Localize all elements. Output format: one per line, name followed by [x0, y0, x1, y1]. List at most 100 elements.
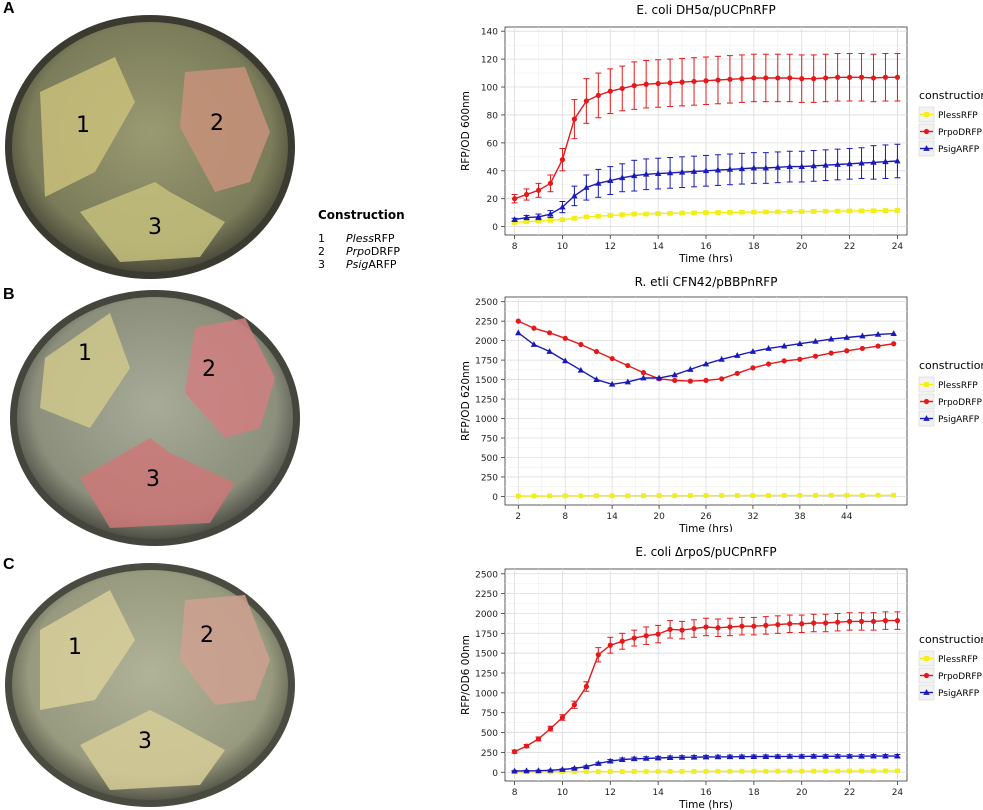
point-prpodrfp — [691, 78, 697, 85]
point-plessrfp — [715, 210, 721, 215]
point-prpodrfp — [846, 618, 853, 625]
point-psigarfp — [894, 157, 901, 164]
point-plessrfp — [631, 211, 637, 217]
point-psigarfp — [571, 764, 578, 771]
point-plessrfp — [524, 219, 529, 225]
point-prpodrfp — [655, 631, 661, 637]
point-prpodrfp — [812, 353, 819, 359]
x-tick-label: 10 — [557, 788, 569, 798]
point-psigarfp — [595, 179, 602, 186]
point-prpodrfp — [739, 623, 745, 629]
point-prpodrfp — [751, 623, 757, 629]
point-prpodrfp — [515, 318, 521, 324]
y-tick-label: 1750 — [475, 630, 498, 640]
point-plessrfp — [727, 209, 733, 215]
point-psigarfp — [559, 766, 566, 772]
point-psigarfp — [619, 756, 626, 762]
x-tick-label: 14 — [652, 242, 664, 252]
point-plessrfp — [547, 493, 552, 499]
construction-promoter: Prpo — [346, 245, 371, 258]
point-plessrfp — [641, 493, 646, 499]
point-psigarfp — [858, 159, 865, 166]
point-prpodrfp — [811, 620, 817, 626]
point-psigarfp — [762, 164, 770, 171]
point-plessrfp — [750, 493, 756, 498]
y-tick-label: 60 — [487, 139, 499, 149]
point-plessrfp — [703, 768, 709, 774]
point-plessrfp — [691, 768, 697, 774]
x-axis-label: Time (hrs) — [678, 523, 733, 532]
x-axis-label: Time (hrs) — [678, 253, 733, 262]
point-psigarfp — [511, 767, 518, 774]
point-prpodrfp — [583, 98, 589, 104]
x-tick-label: 20 — [796, 788, 808, 798]
point-prpodrfp — [715, 625, 721, 631]
x-tick-label: 44 — [841, 512, 853, 522]
point-prpodrfp — [559, 714, 566, 721]
point-psigarfp — [654, 170, 662, 176]
point-psigarfp — [671, 371, 678, 378]
y-tick-label: 0 — [492, 769, 498, 779]
construction-row-3: 3 PsigARFP — [318, 258, 405, 271]
point-psigarfp — [571, 192, 578, 199]
y-tick-label: 250 — [481, 473, 498, 483]
point-psigarfp — [890, 330, 897, 337]
point-psigarfp — [781, 342, 788, 349]
point-psigarfp — [798, 163, 805, 169]
point-psigarfp — [666, 169, 674, 176]
y-tick-label: 500 — [481, 729, 498, 739]
legend-label-psigarfp: PsigARFP — [938, 689, 980, 699]
point-psigarfp — [774, 753, 781, 759]
point-prpodrfp — [631, 635, 637, 641]
point-psigarfp — [774, 163, 781, 170]
point-prpodrfp — [787, 621, 793, 627]
point-prpodrfp — [619, 85, 625, 92]
point-psigarfp — [726, 165, 734, 172]
point-psigarfp — [655, 374, 663, 381]
point-prpodrfp — [763, 75, 769, 81]
point-prpodrfp — [562, 335, 568, 341]
point-psigarfp — [624, 378, 631, 385]
point-prpodrfp — [535, 736, 542, 742]
x-tick-label: 2 — [515, 512, 521, 522]
point-psigarfp — [535, 767, 542, 774]
point-plessrfp — [703, 210, 709, 216]
legend-key-marker-plessrfp — [924, 112, 929, 117]
point-psigarfp — [546, 348, 553, 354]
point-plessrfp — [799, 209, 805, 214]
point-prpodrfp — [691, 625, 697, 632]
point-plessrfp — [631, 769, 637, 774]
construction-suffix: ARFP — [368, 258, 397, 271]
point-psigarfp — [810, 162, 817, 169]
point-prpodrfp — [703, 624, 709, 630]
point-psigarfp — [595, 760, 602, 766]
point-prpodrfp — [559, 157, 566, 163]
point-psigarfp — [631, 755, 638, 762]
y-tick-label: 20 — [487, 195, 499, 205]
point-plessrfp — [763, 768, 769, 774]
point-plessrfp — [787, 768, 793, 774]
x-axis-label: Time (hrs) — [678, 799, 733, 810]
plate-label-2: 2 — [210, 111, 224, 136]
y-tick-label: 0 — [492, 493, 498, 503]
point-psigarfp — [547, 210, 554, 217]
y-tick-label: 750 — [481, 709, 498, 719]
point-plessrfp — [578, 493, 584, 499]
point-psigarfp — [607, 177, 614, 183]
point-prpodrfp — [811, 76, 817, 82]
point-psigarfp — [882, 158, 889, 165]
point-psigarfp — [798, 752, 805, 759]
point-plessrfp — [875, 492, 881, 498]
point-plessrfp — [859, 768, 864, 774]
point-plessrfp — [797, 493, 803, 498]
point-prpodrfp — [870, 618, 877, 625]
legend-key-marker-prpodrfp — [923, 398, 930, 405]
point-psigarfp — [846, 160, 853, 167]
point-plessrfp — [607, 769, 613, 774]
y-tick-label: 2000 — [475, 337, 498, 347]
construction-promoter: Psig — [346, 258, 369, 271]
point-prpodrfp — [823, 75, 829, 81]
point-psigarfp — [687, 366, 694, 372]
point-prpodrfp — [894, 74, 901, 80]
legend-label-plessrfp: PlessRFP — [938, 381, 978, 391]
